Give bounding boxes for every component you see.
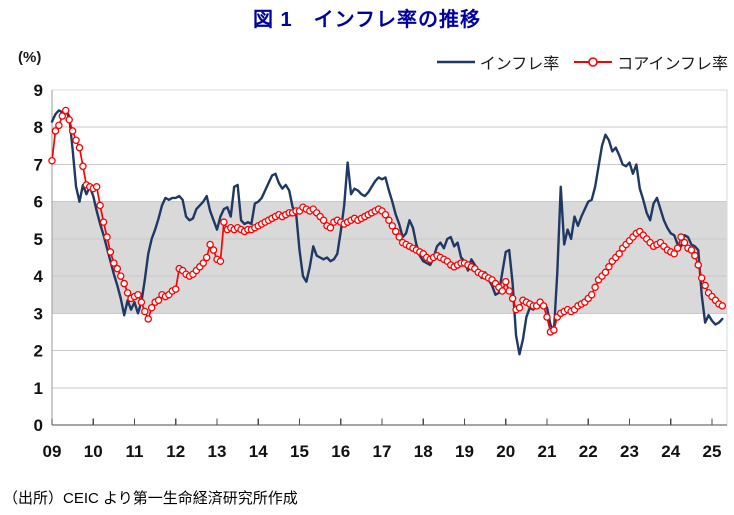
svg-text:17: 17 <box>373 442 392 461</box>
svg-text:13: 13 <box>208 442 227 461</box>
legend-item-inflation: インフレ率 <box>436 50 560 74</box>
svg-text:23: 23 <box>620 442 639 461</box>
svg-text:6: 6 <box>34 193 43 212</box>
axes <box>51 90 727 426</box>
svg-text:14: 14 <box>249 442 268 461</box>
legend-item-core-inflation: コアインフレ率 <box>573 50 728 74</box>
figure-title: 図 1 インフレ率の推移 <box>252 9 482 31</box>
svg-text:1: 1 <box>34 379 43 398</box>
x-tick-labels: 09 10 11 12 13 14 15 16 17 18 19 20 21 22 23 24 25 <box>43 442 722 461</box>
gridlines <box>52 89 728 425</box>
svg-text:3: 3 <box>34 304 43 323</box>
svg-text:18: 18 <box>414 442 433 461</box>
svg-text:5: 5 <box>34 230 43 249</box>
series-markers-コアインフレ率 <box>48 106 727 336</box>
svg-text:22: 22 <box>579 442 598 461</box>
svg-text:8: 8 <box>34 118 43 137</box>
svg-text:4: 4 <box>34 267 44 286</box>
svg-text:25: 25 <box>703 442 722 461</box>
svg-text:9: 9 <box>34 81 43 100</box>
svg-text:12: 12 <box>166 442 185 461</box>
inflation-line-swatch-icon <box>436 60 475 64</box>
svg-text:7: 7 <box>34 155 43 174</box>
svg-text:2: 2 <box>34 342 43 361</box>
svg-text:24: 24 <box>661 442 680 461</box>
series-line-インフレ率 <box>50 109 724 356</box>
svg-text:11: 11 <box>126 442 144 461</box>
source-note: （出所）CEIC より第一生命経済研究所作成 <box>3 490 298 507</box>
svg-text:20: 20 <box>496 442 515 461</box>
svg-text:10: 10 <box>84 442 103 461</box>
svg-text:15: 15 <box>290 442 309 461</box>
svg-text:19: 19 <box>455 442 474 461</box>
legend-label-inflation: インフレ率 <box>479 56 560 73</box>
svg-text:16: 16 <box>331 442 350 461</box>
legend-label-core-inflation: コアインフレ率 <box>617 56 728 73</box>
svg-text:21: 21 <box>538 442 557 461</box>
svg-text:09: 09 <box>43 442 62 461</box>
core-inflation-line-swatch-icon <box>574 57 613 67</box>
legend: インフレ率 コアインフレ率 <box>436 50 728 74</box>
svg-text:0: 0 <box>34 416 43 435</box>
y-axis-unit-label: (%) <box>18 49 42 66</box>
y-tick-labels: 0 1 2 3 4 5 6 7 8 9 <box>34 81 44 435</box>
